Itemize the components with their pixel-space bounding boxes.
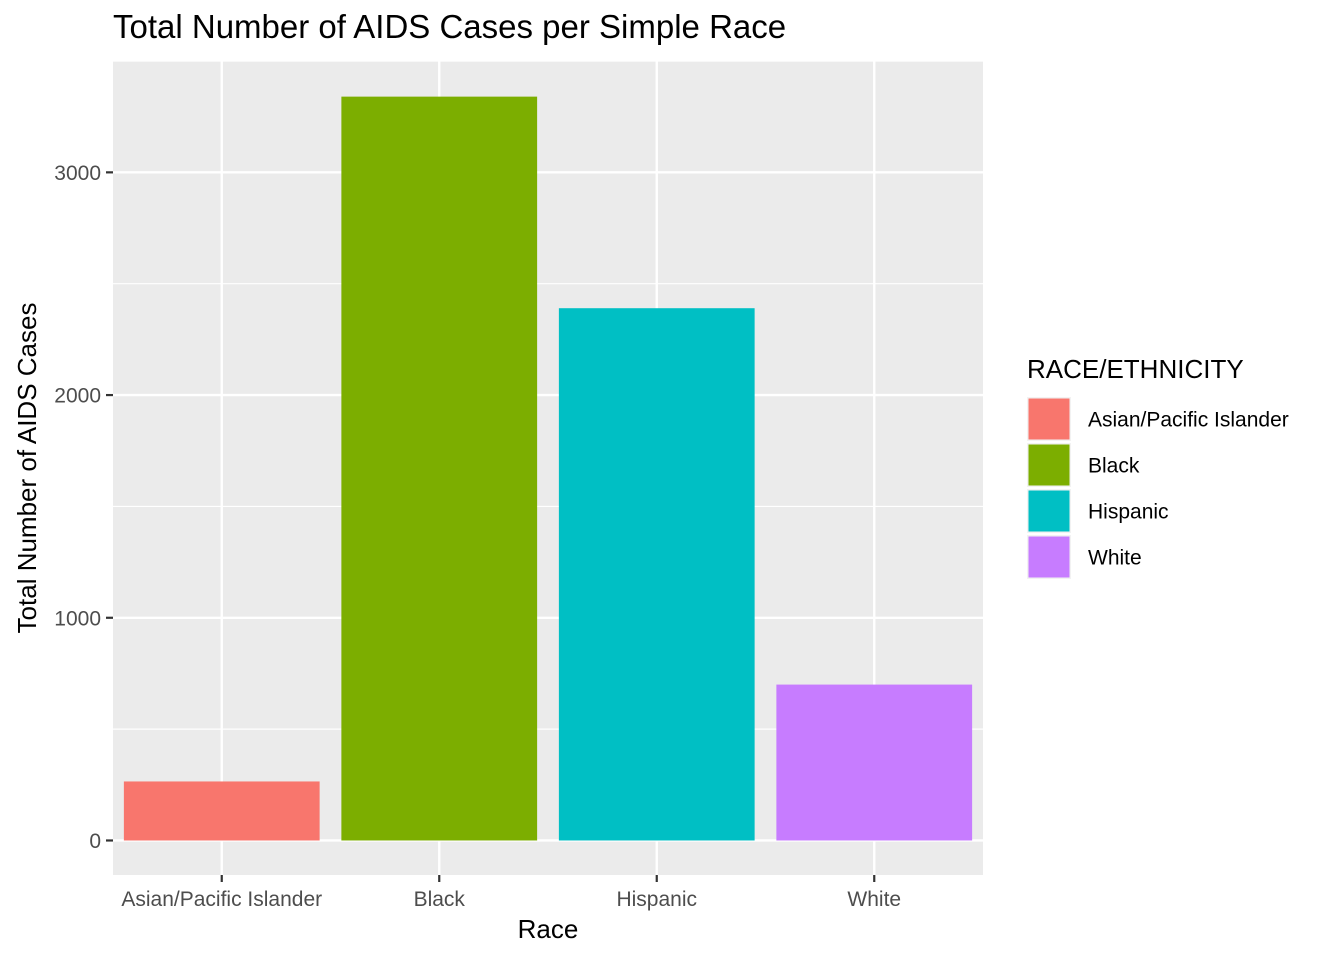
x-tick-label: Black (414, 888, 466, 911)
legend-swatch (1028, 536, 1070, 578)
legend-title: RACE/ETHNICITY (1027, 354, 1244, 384)
legend-swatch (1028, 490, 1070, 532)
y-axis: 0 1000 2000 3000 (54, 162, 113, 853)
legend-label: Hispanic (1088, 501, 1169, 524)
chart-title: Total Number of AIDS Cases per Simple Ra… (113, 8, 786, 45)
bars (123, 96, 973, 841)
bar-black (341, 96, 538, 841)
legend-label: White (1088, 547, 1142, 570)
legend-label: Black (1088, 455, 1140, 478)
x-tick-label: White (847, 888, 901, 911)
bar-white (776, 684, 973, 841)
x-tick-label: Asian/Pacific Islander (121, 888, 322, 911)
y-tick-label: 1000 (54, 607, 101, 630)
y-tick-label: 0 (89, 830, 101, 853)
x-axis: Asian/Pacific Islander Black Hispanic White (121, 875, 901, 911)
bar-hispanic (558, 308, 755, 841)
y-axis-title: Total Number of AIDS Cases (12, 303, 42, 634)
x-tick-label: Hispanic (616, 888, 697, 911)
legend-swatch (1028, 444, 1070, 486)
legend-label: Asian/Pacific Islander (1088, 409, 1289, 432)
legend: RACE/ETHNICITY Asian/Pacific Islander Bla… (1027, 354, 1289, 579)
y-tick-label: 3000 (54, 162, 101, 185)
x-axis-title: Race (518, 914, 579, 944)
legend-swatch (1028, 398, 1070, 440)
y-tick-label: 2000 (54, 385, 101, 408)
legend-items: Asian/Pacific Islander Black Hispanic White (1027, 397, 1289, 579)
bar-asian-pacific-islander (123, 781, 320, 841)
